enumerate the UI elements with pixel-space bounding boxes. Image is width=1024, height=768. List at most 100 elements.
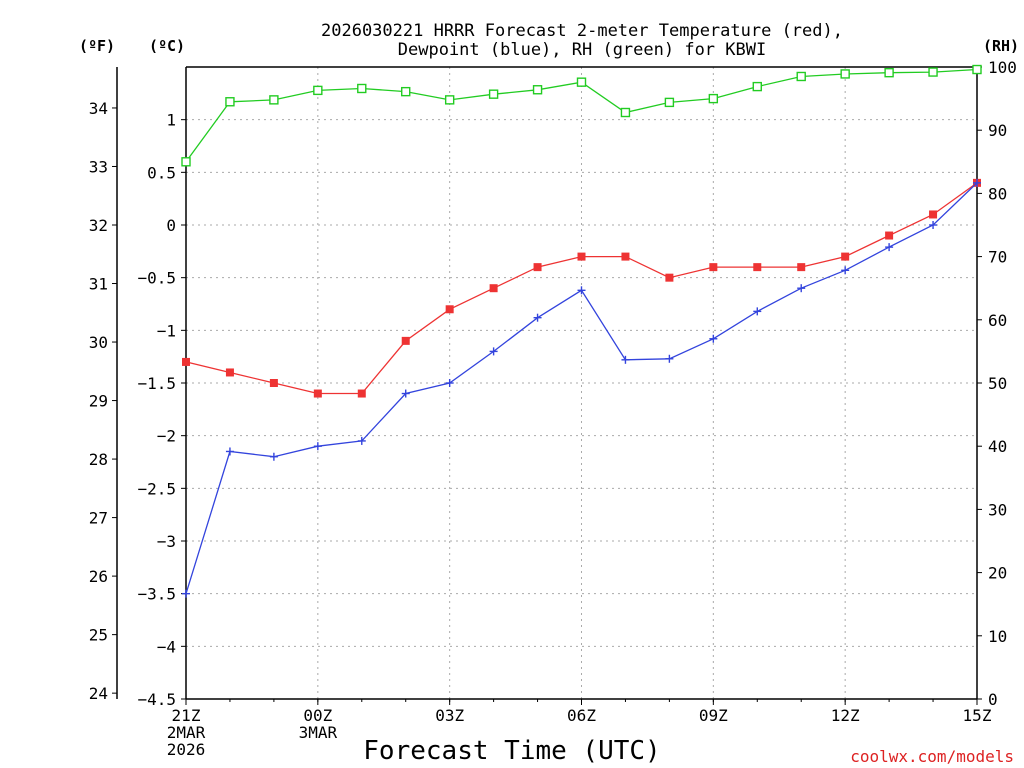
dewpoint-point xyxy=(533,313,542,322)
fahrenheit-tick-label: 25 xyxy=(89,626,108,645)
rh-point xyxy=(488,89,499,99)
rh-unit-label: (RH) xyxy=(983,37,1019,55)
temperature-point xyxy=(753,263,762,272)
celsius-tick-label: −2 xyxy=(157,427,176,446)
rh-tick-label: 60 xyxy=(988,311,1007,330)
rh-tick-label: 20 xyxy=(988,564,1007,583)
rh-point xyxy=(752,81,762,92)
rh-point xyxy=(181,157,191,167)
celsius-unit-label: (ºC) xyxy=(149,37,185,55)
dewpoint-point xyxy=(973,178,981,187)
temperature-point xyxy=(577,252,586,261)
fahrenheit-unit-label: (ºF) xyxy=(79,37,115,55)
rh-point xyxy=(796,71,806,82)
grid xyxy=(186,67,977,699)
dewpoint-point xyxy=(797,284,806,293)
rh-point xyxy=(576,77,587,87)
temperature-point xyxy=(929,210,938,219)
dewpoint-point xyxy=(269,452,278,461)
x-tick-label: 2026 xyxy=(167,740,206,759)
watermark: coolwx.com/models xyxy=(850,747,1014,766)
dewpoint-point xyxy=(357,436,366,445)
x-tick-label: 00Z xyxy=(303,706,332,725)
celsius-tick-label: −3 xyxy=(157,532,176,551)
temperature-point xyxy=(797,263,806,272)
x-tick-label: 12Z xyxy=(831,706,860,725)
celsius-tick-label: −1.5 xyxy=(137,374,176,393)
fahrenheit-tick-label: 31 xyxy=(89,275,108,294)
dewpoint-point xyxy=(841,266,850,275)
rh-point xyxy=(401,86,411,97)
dewpoint-point xyxy=(577,286,586,295)
x-tick-label: 3MAR xyxy=(299,723,338,742)
dewpoint-point xyxy=(489,347,498,356)
dewpoint-point xyxy=(753,307,762,316)
dewpoint-point xyxy=(929,221,938,229)
x-tick-label: 2MAR xyxy=(167,723,206,742)
series xyxy=(181,64,982,598)
rh-tick-label: 0 xyxy=(988,690,998,709)
rh-tick-label: 70 xyxy=(988,248,1007,267)
fahrenheit-tick-label: 29 xyxy=(89,392,108,411)
celsius-tick-label: 0 xyxy=(166,216,176,235)
rh-point xyxy=(664,97,675,108)
dewpoint-point xyxy=(313,442,322,451)
rh-point xyxy=(313,85,323,96)
temperature-point xyxy=(182,357,190,366)
celsius-tick-label: −2.5 xyxy=(137,479,176,498)
celsius-tick-label: −0.5 xyxy=(137,269,176,288)
rh-point xyxy=(444,95,455,105)
temperature-point xyxy=(225,368,234,377)
dewpoint-point xyxy=(401,389,410,398)
rh-tick-label: 80 xyxy=(988,184,1007,203)
rh-tick-label: 40 xyxy=(988,437,1007,456)
chart-title-line2: Dewpoint (blue), RH (green) for KBWI xyxy=(398,40,766,60)
fahrenheit-tick-label: 27 xyxy=(89,509,108,528)
temperature-point xyxy=(489,284,498,293)
rh-point xyxy=(532,85,543,95)
x-axis-label: Forecast Time (UTC) xyxy=(363,736,660,766)
dewpoint-point xyxy=(445,379,454,387)
temperature-point xyxy=(533,263,542,272)
rh-point xyxy=(840,69,850,79)
rh-tick-label: 50 xyxy=(988,374,1007,393)
temperature-point xyxy=(665,273,674,282)
dewpoint-point xyxy=(885,243,894,252)
temperature-point xyxy=(445,305,454,314)
fahrenheit-tick-label: 34 xyxy=(89,99,108,118)
rh-point xyxy=(708,93,719,104)
chart-title-line1: 2026030221 HRRR Forecast 2-meter Tempera… xyxy=(321,21,843,41)
celsius-tick-label: 0.5 xyxy=(147,163,176,182)
celsius-tick-label: −1 xyxy=(157,321,176,340)
fahrenheit-tick-label: 26 xyxy=(89,567,108,586)
rh-tick-label: 90 xyxy=(988,121,1007,140)
rh-point xyxy=(972,64,982,75)
celsius-tick-label: 1 xyxy=(166,111,176,130)
temperature-point xyxy=(621,252,630,261)
dewpoint-point xyxy=(621,355,630,364)
rh-point xyxy=(225,97,235,107)
x-tick-label: 09Z xyxy=(699,706,728,725)
celsius-tick-label: −3.5 xyxy=(137,585,176,604)
rh-tick-label: 100 xyxy=(988,58,1017,77)
dewpoint-point xyxy=(182,589,190,598)
temperature-point xyxy=(313,389,322,398)
temperature-point xyxy=(401,336,410,345)
celsius-tick-label: −4 xyxy=(157,637,176,656)
fahrenheit-tick-label: 30 xyxy=(89,333,108,352)
dewpoint-point xyxy=(709,334,718,343)
dewpoint-point xyxy=(225,447,234,456)
x-tick-label: 21Z xyxy=(172,706,201,725)
fahrenheit-tick-label: 28 xyxy=(89,450,108,469)
rh-point xyxy=(357,83,367,94)
fahrenheit-tick-label: 32 xyxy=(89,216,108,235)
temperature-point xyxy=(709,263,718,272)
rh-point xyxy=(269,95,279,105)
x-tick-label: 03Z xyxy=(435,706,464,725)
celsius-tick-label: −4.5 xyxy=(137,690,176,709)
temperature-point xyxy=(357,389,366,398)
rh-point xyxy=(620,107,631,118)
temperature-point xyxy=(841,252,850,261)
temperature-point xyxy=(269,379,278,387)
